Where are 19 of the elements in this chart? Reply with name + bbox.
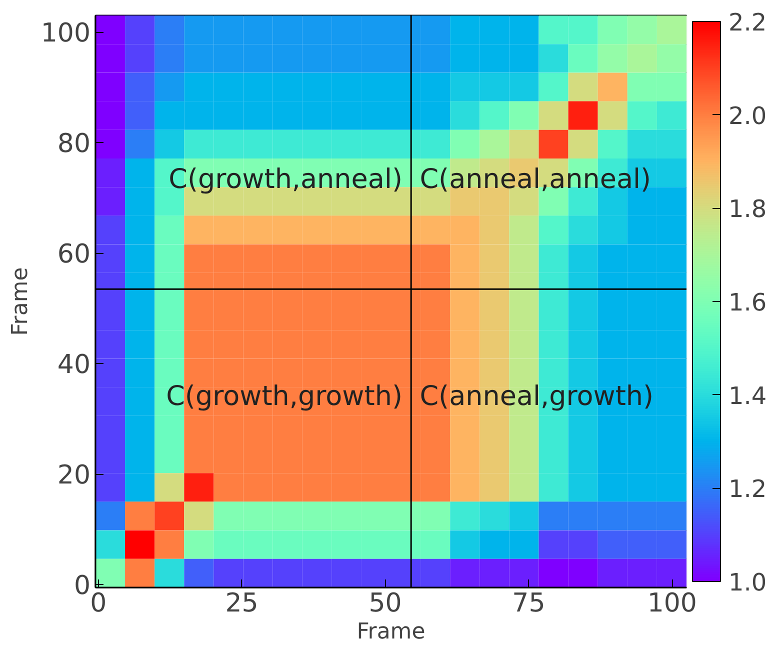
color-bar-label: 1.4 — [728, 382, 767, 410]
color-bar-label: 1.2 — [728, 475, 767, 504]
x-tick-label: 50 — [368, 588, 402, 618]
y-tick-label: 80 — [57, 129, 91, 160]
annotation: C(growth,anneal) — [168, 164, 402, 196]
color-bar-label: 1.8 — [728, 195, 767, 224]
color-bar-label: 2.0 — [728, 102, 767, 130]
y-tick-label: 40 — [57, 350, 91, 380]
y-axis-title: Frame — [8, 267, 33, 336]
color-bar-label: 1.0 — [728, 568, 767, 596]
y-tick-label: 100 — [40, 18, 91, 49]
x-axis-title: Frame — [356, 620, 426, 644]
y-tick-label: 60 — [57, 240, 91, 270]
color-bar-label: 2.2 — [728, 8, 767, 36]
x-tick-label: 25 — [225, 588, 258, 618]
color-bar-label: 1.6 — [728, 288, 767, 316]
x-tick-label: 75 — [512, 588, 546, 618]
y-tick-label: 20 — [57, 460, 91, 491]
x-tick-label: 100 — [647, 588, 697, 618]
